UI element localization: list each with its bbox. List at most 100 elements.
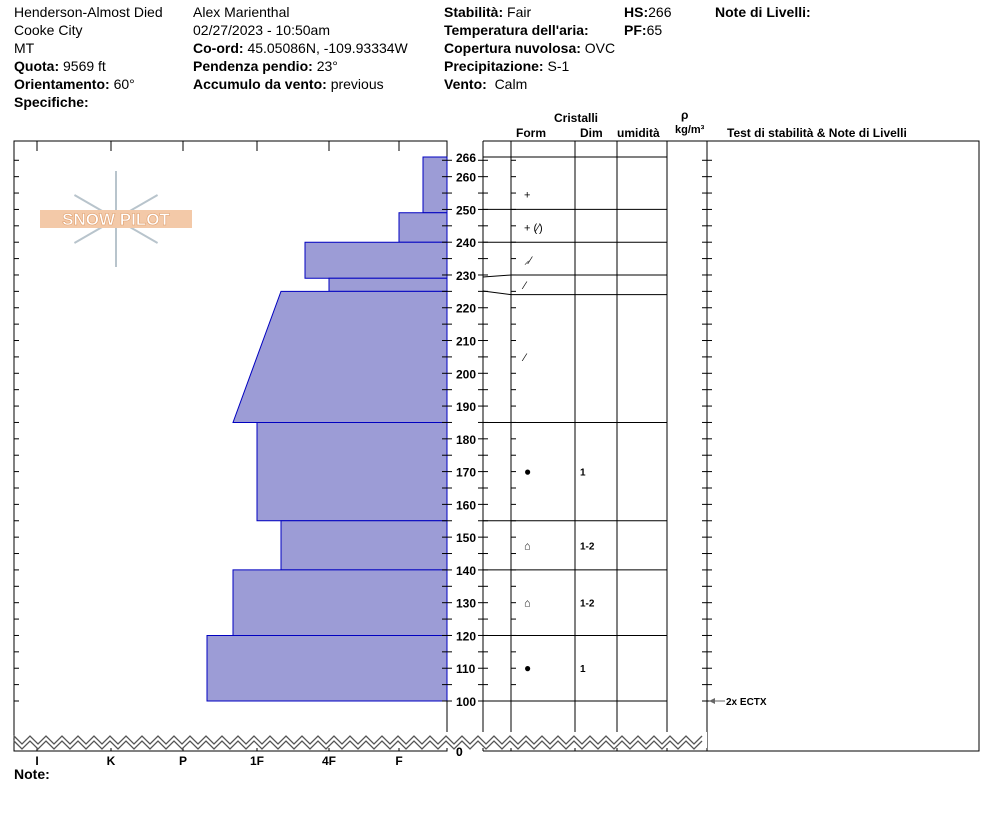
grain-form-symbol: + (⁄) (524, 222, 543, 234)
wind: Vento: Calm (444, 75, 527, 93)
grain-size: 1 (580, 468, 586, 479)
height-tick-label: 150 (456, 531, 476, 545)
cloud: Copertura nuvolosa: OVC (444, 39, 615, 57)
precip-label: Precipitazione: (444, 58, 544, 74)
grain-form-symbol: ● (524, 465, 531, 479)
hardness-tick-label: K (107, 754, 116, 768)
size-header: Dim (580, 126, 603, 140)
hardness-tick-label: 4F (322, 754, 336, 768)
air-temp-label: Temperatura dell'aria: (444, 22, 589, 38)
tests-header: Test di stabilità & Note di Livelli (727, 126, 907, 140)
coord: Co-ord: 45.05086N, -109.93334W (193, 39, 408, 57)
height-tick-label: 180 (456, 433, 476, 447)
grain-size: 1-2 (580, 541, 595, 552)
hardness-layer (280, 520, 448, 571)
grain-size: 1-2 (580, 599, 595, 610)
axis-break-zigzag (13, 739, 703, 750)
grain-form-symbol: ⸝⁄ (524, 255, 533, 267)
grain-form-symbol: + (524, 190, 530, 202)
hs-label: HS: (624, 4, 649, 20)
note-label: Note: (14, 766, 50, 782)
hs-value: 266 (648, 4, 672, 20)
height-tick-label: 260 (456, 171, 476, 185)
wind-value: Calm (494, 76, 528, 92)
hardness-layer (232, 569, 448, 636)
height-tick-label: 170 (456, 466, 476, 480)
wind-label: Vento: (444, 76, 487, 92)
layer-notes-label: Note di Livelli: (715, 4, 811, 20)
specifics: Specifiche: (14, 93, 89, 111)
density-unit: kg/m³ (675, 124, 705, 136)
hardness-layer (206, 634, 448, 702)
form-header: Form (516, 126, 546, 140)
observer: Alex Marienthal (193, 4, 290, 20)
stability-value: Fair (507, 4, 532, 20)
pf-label: PF: (624, 22, 647, 38)
height-tick-label: 0 (456, 745, 463, 759)
datetime: 02/27/2023 - 10:50am (193, 22, 330, 38)
height-tick-label: 240 (456, 236, 476, 250)
height-tick-label: 110 (456, 662, 476, 676)
hardness-layer (422, 156, 448, 214)
height-tick-label: 130 (456, 597, 476, 611)
coord-label: Co-ord: (193, 40, 244, 56)
specifics-label: Specifiche: (14, 94, 89, 110)
hardness-layer (232, 290, 448, 423)
height-tick-label: 220 (456, 302, 476, 316)
hs: HS:266 (624, 3, 671, 21)
cloud-value: OVC (584, 40, 616, 56)
height-tick-label: 190 (456, 400, 476, 414)
height-tick-label: 120 (456, 629, 476, 643)
hardness-tick-label: P (179, 754, 187, 768)
stability-test-label: 2x ECTX (726, 697, 767, 708)
grain-form-symbol: ⌂ (524, 540, 531, 552)
arrow-left-icon (709, 698, 715, 704)
hardness-tick-label: 1F (250, 754, 264, 768)
layer-boundary-link (482, 274, 512, 278)
pf-value: 65 (646, 22, 663, 38)
slope-label: Pendenza pendio: (193, 58, 313, 74)
aspect-label: Orientamento: (14, 76, 110, 92)
grain-form-symbol: ● (524, 661, 531, 675)
stability-label: Stabilità: (444, 4, 504, 20)
stability: Stabilità: Fair (444, 3, 531, 21)
hardness-layer (304, 241, 448, 279)
slope: Pendenza pendio: 23° (193, 57, 338, 75)
slope-value: 23° (316, 58, 338, 74)
height-tick-label: 200 (456, 367, 476, 381)
aspect-value: 60° (113, 76, 135, 92)
logo-banner (40, 210, 192, 228)
state: MT (14, 40, 35, 56)
elevation-value: 9569 ft (63, 58, 106, 74)
height-tick-label: 250 (456, 203, 476, 217)
hardness-layer (256, 421, 448, 522)
precip-value: S-1 (547, 58, 570, 74)
layer-notes: Note di Livelli: (715, 3, 811, 21)
height-tick-label: 230 (456, 269, 476, 283)
crystals-header: Cristalli (554, 111, 599, 125)
grain-size: 1 (580, 664, 586, 675)
height-tick-label: 210 (456, 335, 476, 349)
area: Cooke City (14, 22, 83, 38)
hardness-layer (328, 277, 448, 292)
moisture-header: umidità (617, 126, 660, 140)
location: Henderson-Almost Died (14, 4, 163, 20)
grain-form-symbol: ⁄ (521, 280, 528, 292)
aspect: Orientamento: 60° (14, 75, 135, 93)
air-temp: Temperatura dell'aria: (444, 21, 589, 39)
cloud-label: Copertura nuvolosa: (444, 40, 581, 56)
layer-boundary-link (482, 290, 512, 296)
coord-value: 45.05086N, -109.93334W (247, 40, 408, 56)
density-symbol: ρ (681, 108, 689, 122)
wind-load: Accumulo da vento: previous (193, 75, 384, 93)
wind-load-value: previous (330, 76, 384, 92)
hardness-tick-label: I (35, 754, 38, 768)
grain-form-symbol: ⁄ (521, 352, 528, 364)
pf: PF:65 (624, 21, 662, 39)
height-tick-label: 160 (456, 498, 476, 512)
elevation: Quota: 9569 ft (14, 57, 106, 75)
wind-load-label: Accumulo da vento: (193, 76, 327, 92)
hardness-tick-label: F (395, 754, 402, 768)
